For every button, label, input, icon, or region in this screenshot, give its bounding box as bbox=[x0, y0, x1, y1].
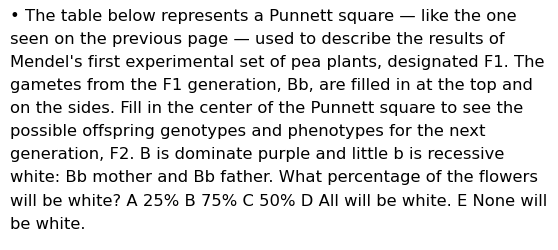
Text: gametes from the F1 generation, Bb, are filled in at the top and: gametes from the F1 generation, Bb, are … bbox=[10, 78, 533, 93]
Text: Mendel's first experimental set of pea plants, designated F1. The: Mendel's first experimental set of pea p… bbox=[10, 55, 545, 70]
Text: white: Bb mother and Bb father. What percentage of the flowers: white: Bb mother and Bb father. What per… bbox=[10, 170, 538, 185]
Text: generation, F2. B is dominate purple and little b is recessive: generation, F2. B is dominate purple and… bbox=[10, 147, 504, 162]
Text: will be white? A 25% B 75% C 50% D All will be white. E None will: will be white? A 25% B 75% C 50% D All w… bbox=[10, 193, 547, 208]
Text: possible offspring genotypes and phenotypes for the next: possible offspring genotypes and phenoty… bbox=[10, 124, 485, 139]
Text: seen on the previous page — used to describe the results of: seen on the previous page — used to desc… bbox=[10, 32, 504, 47]
Text: • The table below represents a Punnett square — like the one: • The table below represents a Punnett s… bbox=[10, 9, 517, 24]
Text: be white.: be white. bbox=[10, 216, 85, 231]
Text: on the sides. Fill in the center of the Punnett square to see the: on the sides. Fill in the center of the … bbox=[10, 101, 523, 116]
